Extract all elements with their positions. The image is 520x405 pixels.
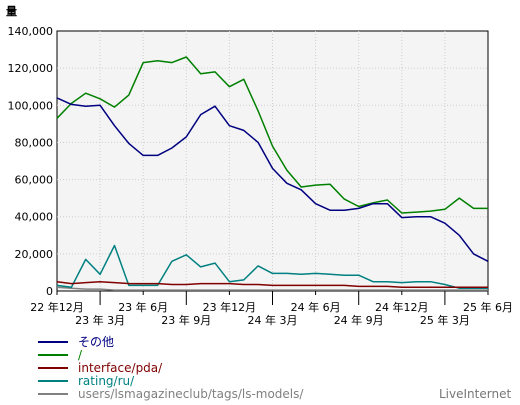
y-axis-label: 量	[6, 5, 17, 18]
series-line-	[56, 97, 489, 262]
x-tick-label: 23 年12月	[203, 300, 257, 314]
series-lines	[56, 56, 489, 291]
x-tick-label: 24 年 3月	[248, 313, 298, 327]
legend-entry: その他	[78, 335, 114, 349]
y-tick-label: 40,000	[15, 211, 54, 224]
x-tick-label: 24 年 6月	[291, 300, 341, 314]
x-tick-label: 24 年 9月	[334, 313, 384, 327]
y-tick-label: 0	[46, 285, 53, 298]
y-axis-ticks: 0 20,000 40,000 60,000 80,000 100,000 120,000 1…	[8, 25, 54, 298]
series-line-interface-pda	[56, 280, 488, 289]
series-line-rating-ru	[56, 244, 488, 289]
legend: その他/interface/pda/rating/ru/users/lsmaga…	[38, 335, 304, 401]
y-tick-label: 20,000	[15, 248, 54, 261]
y-tick-label: 60,000	[15, 174, 54, 187]
x-tick-label: 23 年 6月	[118, 300, 168, 314]
x-tick-label: 24 年12月	[375, 300, 429, 314]
legend-entry: rating/ru/	[78, 374, 135, 388]
series-line-users-lsmagazineclub-tags-ls-models	[56, 286, 488, 291]
y-tick-label: 140,000	[8, 25, 54, 38]
y-tick-label: 120,000	[8, 62, 54, 75]
legend-entry: users/lsmagazineclub/tags/ls-models/	[78, 387, 304, 401]
x-tick-label: 25 年 6月	[463, 300, 513, 314]
legend-entry: interface/pda/	[78, 361, 163, 375]
x-tick-label: 25 年 3月	[420, 313, 470, 327]
x-tick-label: 23 年 3月	[75, 313, 125, 327]
y-tick-label: 100,000	[8, 99, 54, 112]
legend-entry: /	[78, 348, 83, 362]
y-tick-label: 80,000	[15, 136, 54, 149]
grid-lines	[57, 31, 488, 291]
x-tick-label: 22 年12月	[30, 300, 84, 314]
series-line-	[56, 56, 488, 214]
x-tick-label: 23 年 9月	[161, 313, 211, 327]
watermark: LiveInternet	[439, 387, 511, 401]
